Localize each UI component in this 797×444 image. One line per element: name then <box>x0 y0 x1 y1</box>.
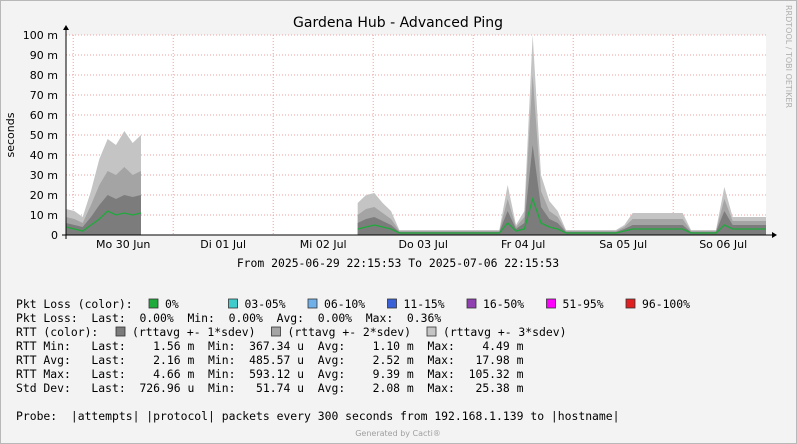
legend-stats: Std Dev: Last: 726.96 u Min: 51.74 u Avg… <box>16 381 524 395</box>
legend-swatch <box>228 298 238 309</box>
x-tick-label: Sa 05 Jul <box>599 238 647 251</box>
footer: Generated by Cacti® <box>355 429 441 438</box>
x-tick-label: Mi 02 Jul <box>300 238 347 251</box>
y-axis-arrow <box>63 25 69 30</box>
legend-label: RTT (color): <box>16 325 98 339</box>
x-axis-arrow <box>772 232 777 238</box>
y-tick-label: 0 <box>51 229 58 242</box>
legend-swatch <box>387 298 397 309</box>
legend-entry: 11-15% <box>404 297 445 311</box>
x-tick-label: So 06 Jul <box>699 238 747 251</box>
legend-stats: RTT Max: Last: 4.66 m Min: 593.12 u Avg:… <box>16 367 524 381</box>
grid: 0 10 m 20 m 30 m 40 m 50 m 60 m 70 m 80 m 90 m 100… <box>23 29 766 251</box>
y-tick-label: 30 m <box>30 169 58 182</box>
rtt-band <box>66 145 766 235</box>
legend-entry: 0% <box>165 297 179 311</box>
y-tick-label: 40 m <box>30 149 58 162</box>
x-tick-label: Fr 04 Jul <box>501 238 545 251</box>
legend-swatch <box>426 326 437 337</box>
y-tick-label: 70 m <box>30 89 58 102</box>
legend-entry: 03-05% <box>245 297 286 311</box>
plot <box>65 35 766 235</box>
probe-info: Probe: |attempts| |protocol| packets eve… <box>16 409 619 423</box>
x-tick-label: Do 03 Jul <box>398 238 447 251</box>
legend-swatch <box>466 298 477 309</box>
legend-stats: Pkt Loss: Last: 0.00% Min: 0.00% Avg: 0.… <box>16 311 441 325</box>
y-tick-label: 60 m <box>30 109 58 122</box>
legend: Pkt Loss (color): 0% 03-05% 06-10% 11-15% 16-… <box>16 297 690 423</box>
side-label: RRDTOOL / TOBI OETIKER <box>784 5 793 108</box>
y-tick-label: 80 m <box>30 69 58 82</box>
legend-entry: 51-95% <box>563 297 604 311</box>
legend-entry: (rttavg +- 1*sdev) <box>132 325 255 339</box>
legend-swatch <box>546 298 556 309</box>
y-tick-label: 10 m <box>30 209 58 222</box>
y-tick-label: 100 m <box>23 29 58 42</box>
legend-swatch <box>625 298 636 309</box>
subtitle: From 2025-06-29 22:15:53 To 2025-07-06 2… <box>237 256 559 270</box>
x-tick-label: Mo 30 Jun <box>96 238 150 251</box>
plot-area <box>66 35 766 235</box>
y-tick-label: 90 m <box>30 49 58 62</box>
legend-swatch <box>307 298 318 309</box>
legend-entry: 06-10% <box>324 297 365 311</box>
x-tick-label: Di 01 Jul <box>200 238 246 251</box>
legend-entry: 96-100% <box>642 297 690 311</box>
chart-title: Gardena Hub - Advanced Ping <box>293 15 503 31</box>
legend-entry: (rttavg +- 3*sdev) <box>443 325 566 339</box>
legend-stats: RTT Min: Last: 1.56 m Min: 367.34 u Avg:… <box>16 339 524 353</box>
rtt-avg-line <box>65 196 766 234</box>
y-tick-label: 50 m <box>30 129 58 142</box>
legend-entry: 16-50% <box>483 297 524 311</box>
legend-label: Pkt Loss (color): <box>16 297 133 311</box>
y-axis-label: seconds <box>4 112 17 157</box>
y-tick-label: 20 m <box>30 189 58 202</box>
legend-swatch <box>271 326 281 337</box>
legend-swatch <box>115 326 126 337</box>
legend-stats: RTT Avg: Last: 2.16 m Min: 485.57 u Avg:… <box>16 353 524 367</box>
legend-swatch <box>148 298 159 309</box>
legend-entry: (rttavg +- 2*sdev) <box>288 325 411 339</box>
